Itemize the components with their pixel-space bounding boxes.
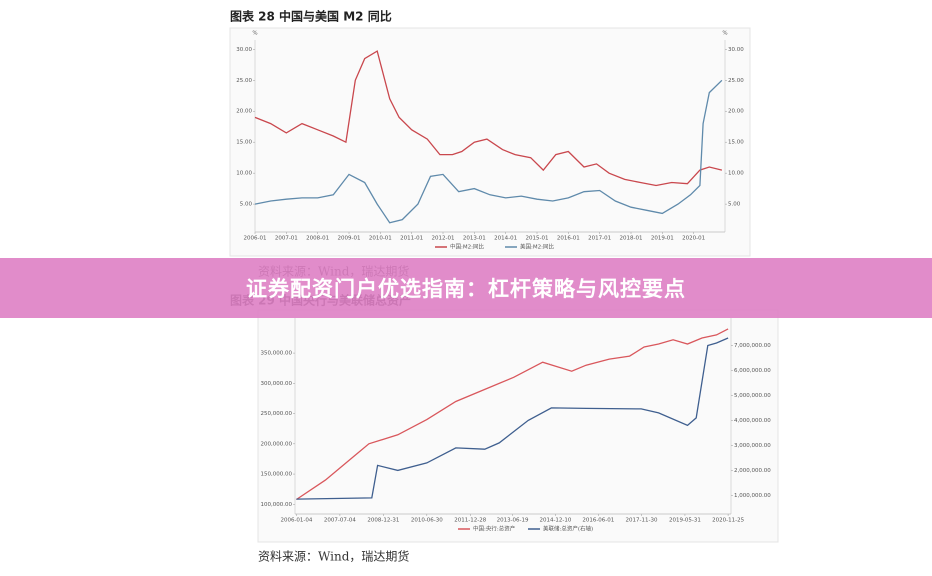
y-tick-label: 350,000.00 [261,351,293,357]
y-tick-label: 250,000.00 [261,411,293,417]
y2-tick-label: 25.00 [728,78,744,84]
chart-frame [229,27,751,257]
x-tick-label: 2014-12-10 [539,518,571,524]
x-tick-label: 2017-01 [588,236,611,242]
x-tick-label: 2019-05-31 [669,518,701,524]
x-tick-label: 2008-01 [306,236,329,242]
x-tick-label: 2012-01 [432,236,455,242]
x-tick-label: 2013-01 [463,236,486,242]
x-tick-label: 2015-01 [526,236,549,242]
y2-tick-label: 10.00 [728,171,744,177]
y-unit: % [252,31,257,37]
chart-frame [257,309,779,543]
x-tick-label: 2011-12-28 [454,518,486,524]
series-line [254,79,723,224]
x-tick-label: 2006-01 [244,236,267,242]
y-tick-label: 150,000.00 [261,472,293,478]
x-tick-label: 2016-01 [557,236,580,242]
legend-label: 中国:M2:同比 [450,243,484,251]
y-tick-label: 5.00 [240,202,253,208]
x-tick-label: 2010-01 [369,236,392,242]
y2-tick-label: 15.00 [728,140,744,146]
y-tick-label: 25.00 [236,78,252,84]
y-tick-label: 15.00 [236,140,252,146]
y-tick-label: 100,000.00 [261,502,293,508]
x-tick-label: 2014-01 [494,236,517,242]
legend-label: 中国:央行:总资产 [473,525,516,533]
y2-tick-label: 4,000,000.00 [734,418,771,424]
x-tick-label: 2007-07-04 [324,518,356,524]
source-note: 资料来源：Wind，瑞达期货 [258,549,409,564]
y2-tick-label: 5.00 [728,202,741,208]
x-tick-label: 2009-01 [338,236,361,242]
y2-tick-label: 6,000,000.00 [734,368,771,374]
x-tick-label: 2017-11-30 [625,518,657,524]
y-tick-label: 30.00 [236,47,252,53]
legend-label: 美联储:总资产(右轴) [543,525,593,533]
series-line [254,50,723,187]
y2-tick-label: 7,000,000.00 [734,343,771,349]
y-tick-label: 200,000.00 [261,441,293,447]
x-tick-label: 2011-01 [400,236,423,242]
x-tick-label: 2016-06-01 [582,518,614,524]
x-tick-label: 2019-01 [651,236,674,242]
series-line [296,328,729,501]
y2-tick-label: 30.00 [728,47,744,53]
x-tick-label: 2020-01 [682,236,705,242]
y2-tick-label: 1,000,000.00 [734,493,771,499]
x-tick-label: 2010-06-30 [411,518,443,524]
y-tick-label: 20.00 [236,109,252,115]
y2-unit: % [722,31,727,37]
y2-tick-label: 20.00 [728,109,744,115]
x-tick-label: 2018-01 [620,236,643,242]
chart-title: 图表 28 中国与美国 M2 同比 [230,9,392,24]
x-tick-label: 2008-12-31 [367,518,399,524]
banner: 证券配资门户优选指南：杠杆策略与风控要点 [0,258,932,318]
y2-tick-label: 5,000,000.00 [734,393,771,399]
series-line [296,337,729,500]
y-tick-label: 10.00 [236,171,252,177]
x-tick-label: 2013-06-19 [497,518,529,524]
x-tick-label: 2007-01 [275,236,298,242]
x-tick-label: 2006-01-04 [280,518,312,524]
legend-label: 美国:M2:同比 [520,243,554,251]
y2-tick-label: 2,000,000.00 [734,468,771,474]
y2-tick-label: 3,000,000.00 [734,443,771,449]
x-tick-label: 2020-11-25 [712,518,744,524]
y-tick-label: 300,000.00 [261,381,293,387]
